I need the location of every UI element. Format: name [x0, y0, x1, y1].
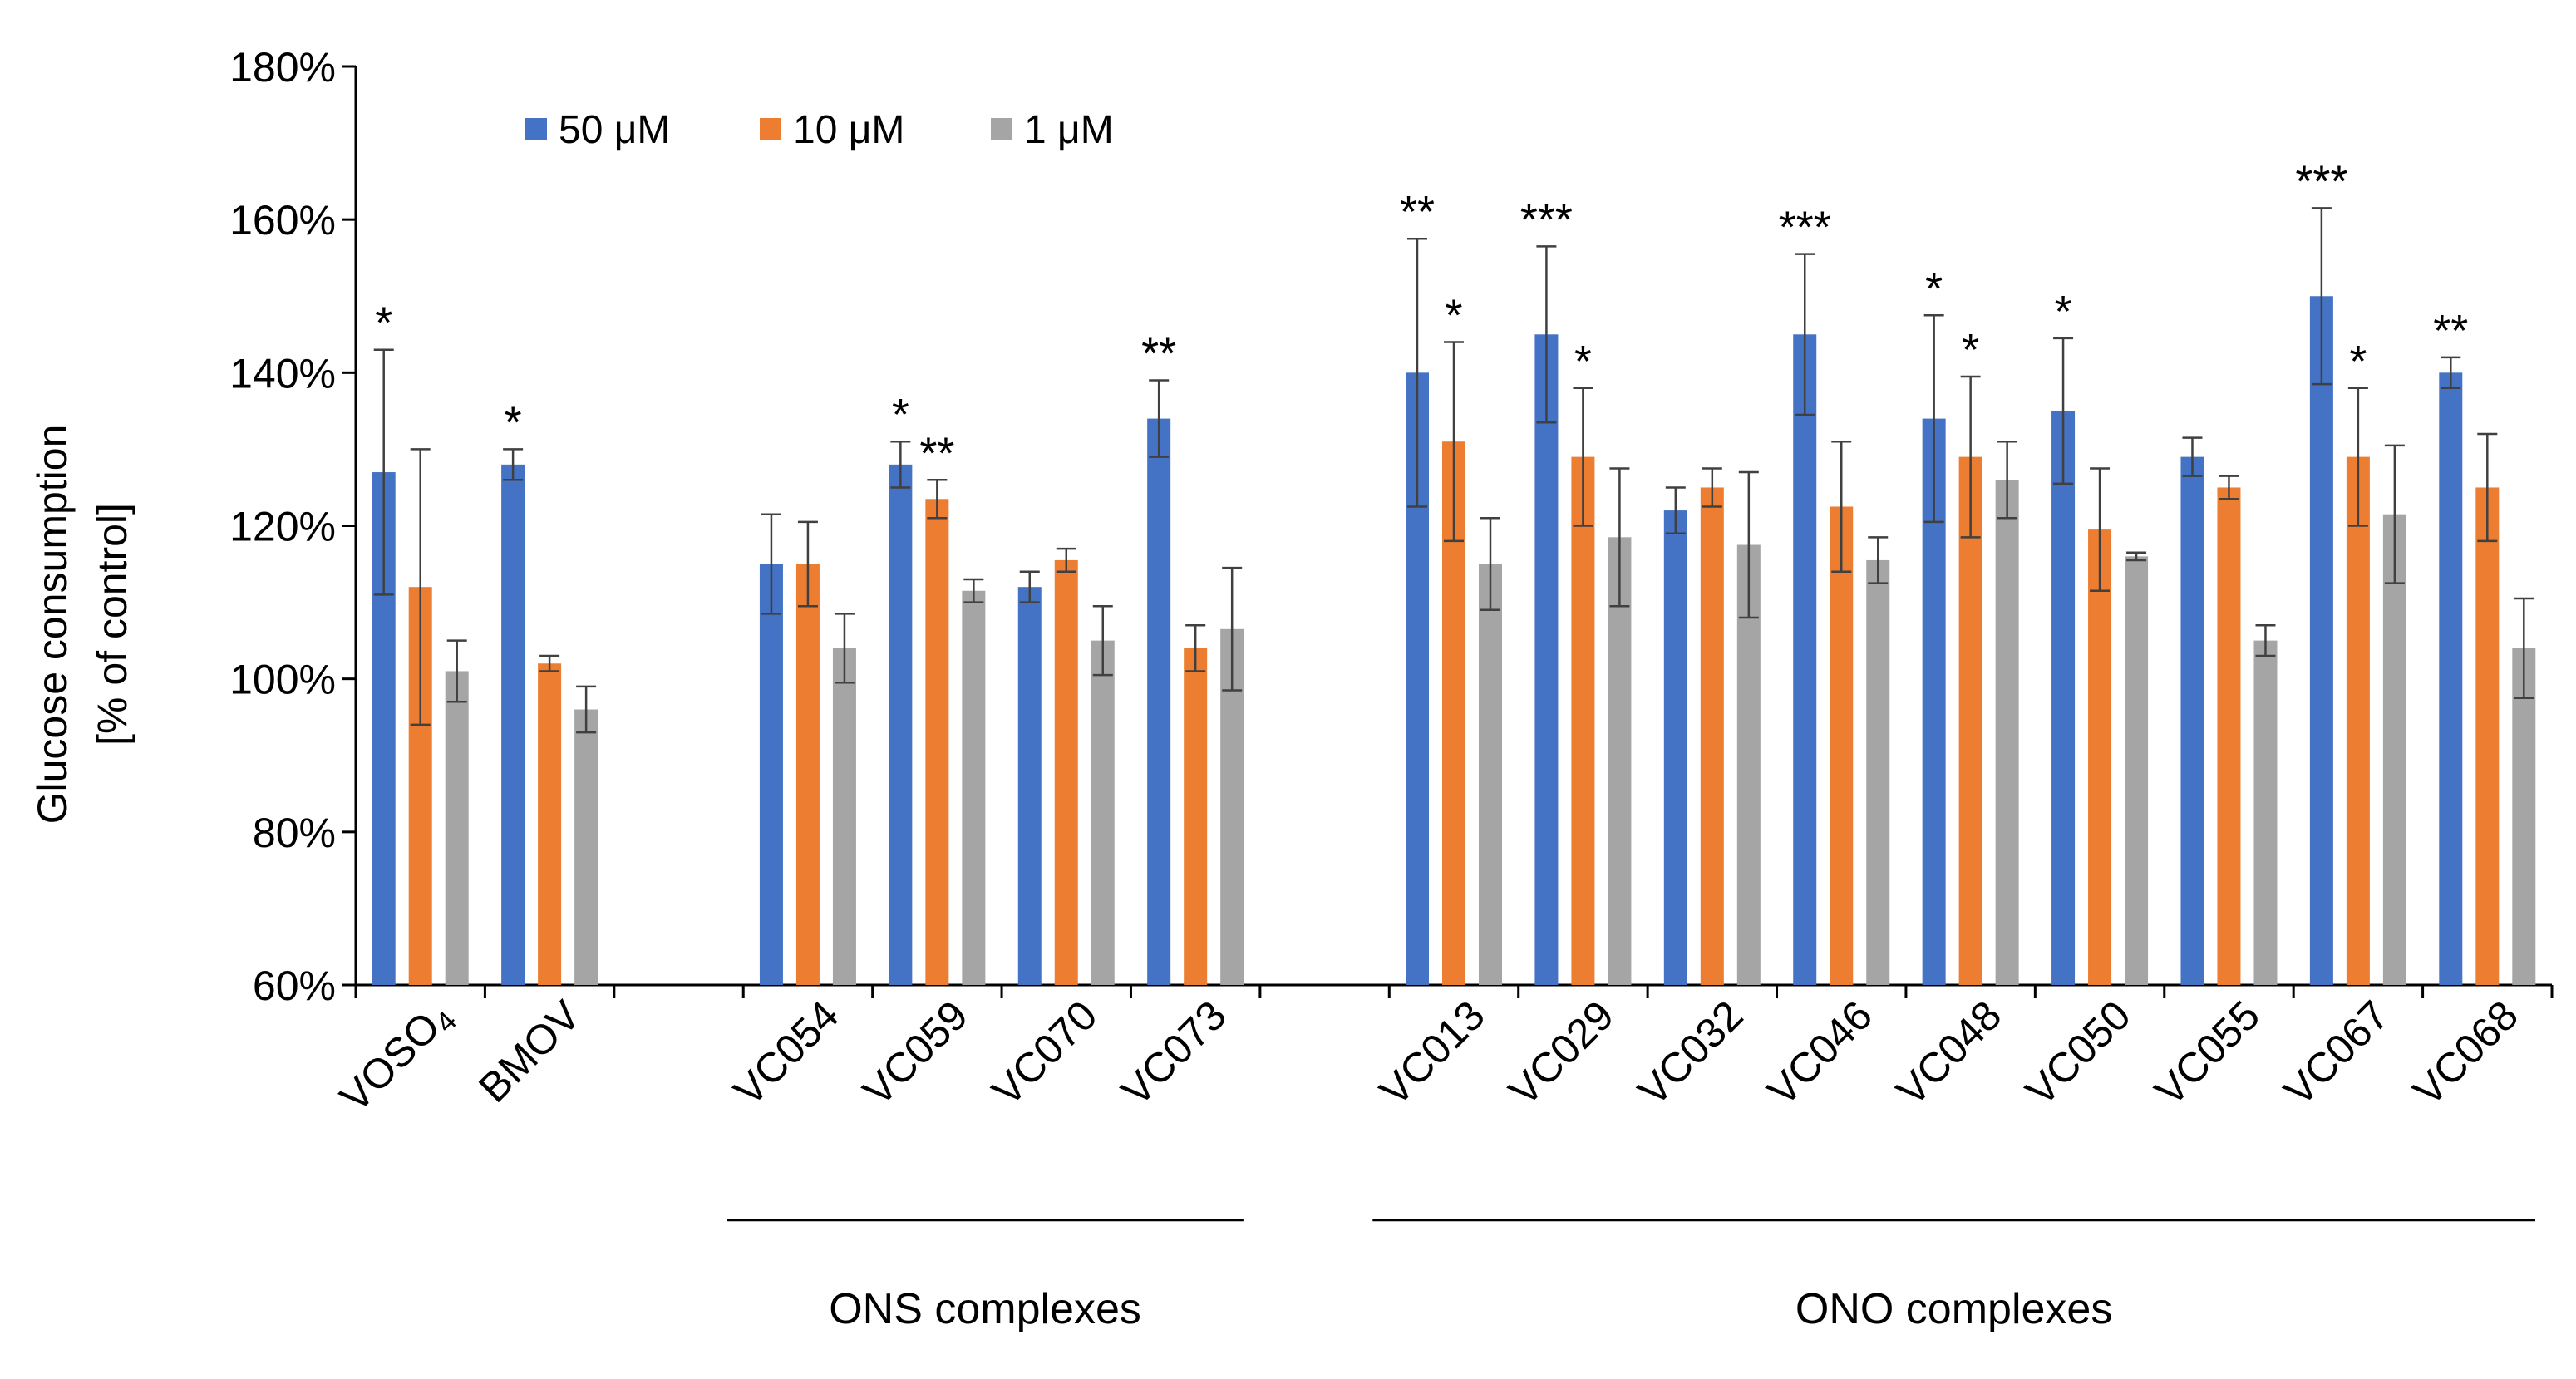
- y-tick-label: 140%: [229, 350, 336, 396]
- x-tick-labels: VOSO4 BMOV VC054 VC059 VC070 VC073 VC013 VC029 V…: [331, 992, 2527, 1124]
- significance-marker: *: [2055, 287, 2072, 337]
- y-axis-title: Glucose consumption [% of control]: [29, 425, 135, 825]
- significance-marker: ***: [1520, 195, 1573, 244]
- y-tick-label: 120%: [229, 504, 336, 550]
- significance-marker: **: [2433, 306, 2468, 356]
- bar: [501, 464, 525, 985]
- y-tick-label: 180%: [229, 44, 336, 91]
- x-tick-label: VC070: [983, 992, 1106, 1115]
- significance-marker: *: [1925, 263, 1943, 313]
- significance-marker: **: [1400, 187, 1435, 237]
- bar: [1091, 640, 1115, 985]
- legend: 50 μM 10 μM 1 μM: [525, 108, 1114, 152]
- x-tick-label: BMOV: [470, 992, 589, 1111]
- bar: [2180, 456, 2204, 985]
- bar: [2051, 411, 2076, 985]
- group-brackets: ONS complexes ONO complexes: [727, 1219, 2535, 1333]
- legend-swatch: [991, 118, 1012, 140]
- bar: [1958, 456, 1982, 985]
- bar: [759, 564, 783, 985]
- x-tick-label: VC068: [2404, 992, 2527, 1115]
- x-axis: [354, 983, 2554, 998]
- x-tick-label: VOSO4: [331, 992, 463, 1124]
- x-tick-label: VC054: [725, 992, 848, 1115]
- significance-marker: ***: [2295, 156, 2347, 206]
- bar: [2439, 372, 2463, 985]
- y-tick-label: 60%: [253, 963, 336, 1009]
- bar: [1663, 510, 1687, 985]
- x-tick-label: VC013: [1371, 992, 1494, 1115]
- bar: [795, 564, 820, 985]
- bar: [2253, 640, 2278, 985]
- legend-label: 50 μM: [559, 108, 670, 152]
- bar: [2512, 648, 2536, 985]
- y-axis-title-line-2: [% of control]: [89, 503, 135, 746]
- group-label: ONO complexes: [1795, 1285, 2112, 1333]
- bar: [832, 648, 856, 985]
- x-tick-label: VC029: [1500, 992, 1623, 1115]
- legend-label: 1 μM: [1024, 108, 1114, 152]
- x-tick-label: VC046: [1758, 992, 1881, 1115]
- significance-markers: ** ***** *** **** ********** * *: [375, 156, 2468, 478]
- bar: [1571, 456, 1595, 985]
- bar: [1866, 559, 1890, 985]
- bar: [925, 499, 949, 985]
- y-axis: 60% 80% 100% 120% 140% 160% 180%: [229, 44, 357, 1009]
- bars: [372, 296, 2536, 986]
- significance-marker: ***: [1779, 203, 1831, 253]
- significance-marker: **: [919, 428, 954, 478]
- significance-marker: *: [505, 397, 522, 447]
- bar: [1184, 648, 1208, 985]
- bar: [1995, 480, 2019, 985]
- bar: [962, 590, 986, 985]
- y-axis-title-line-1: Glucose consumption: [29, 425, 76, 825]
- x-tick-label: VC032: [1629, 992, 1752, 1115]
- bar: [538, 663, 562, 985]
- bar: [1534, 334, 1559, 986]
- x-tick-label: VC059: [854, 992, 977, 1115]
- significance-marker: *: [892, 390, 909, 440]
- x-tick-label: VC050: [2017, 992, 2140, 1115]
- bar: [2346, 456, 2370, 985]
- significance-marker: *: [1574, 337, 1592, 387]
- bar: [1793, 334, 1817, 986]
- x-tick-label: VC048: [1888, 992, 2011, 1115]
- bar: [2088, 529, 2112, 985]
- legend-label: 10 μM: [793, 108, 904, 152]
- bar: [1608, 537, 1632, 985]
- bar: [2217, 487, 2241, 985]
- bar: [445, 671, 469, 985]
- bar: [889, 464, 913, 985]
- error-bars: [373, 207, 2534, 734]
- significance-marker: **: [1141, 329, 1176, 379]
- y-tick-label: 80%: [253, 810, 336, 856]
- bar: [574, 709, 598, 985]
- legend-swatch: [760, 118, 781, 140]
- y-tick-label: 160%: [229, 197, 336, 244]
- bar: [1017, 587, 1042, 985]
- significance-marker: *: [2349, 337, 2367, 387]
- significance-marker: *: [1445, 291, 1462, 341]
- bar: [1700, 487, 1724, 985]
- x-tick-label: VC073: [1112, 992, 1235, 1115]
- x-tick-label: VC067: [2275, 992, 2398, 1115]
- bar: [1830, 506, 1854, 985]
- x-tick-label: VC055: [2146, 992, 2269, 1115]
- significance-marker: *: [375, 298, 392, 348]
- bar: [2475, 487, 2500, 985]
- bar: [1479, 564, 1502, 985]
- bar: [2382, 514, 2406, 985]
- bar: [1054, 559, 1078, 985]
- bar: [2309, 296, 2333, 985]
- bar: [2125, 556, 2149, 985]
- bar: [1147, 418, 1171, 985]
- significance-marker: *: [1962, 325, 1979, 375]
- y-tick-label: 100%: [229, 657, 336, 703]
- group-label: ONS complexes: [829, 1285, 1141, 1333]
- legend-swatch: [525, 118, 547, 140]
